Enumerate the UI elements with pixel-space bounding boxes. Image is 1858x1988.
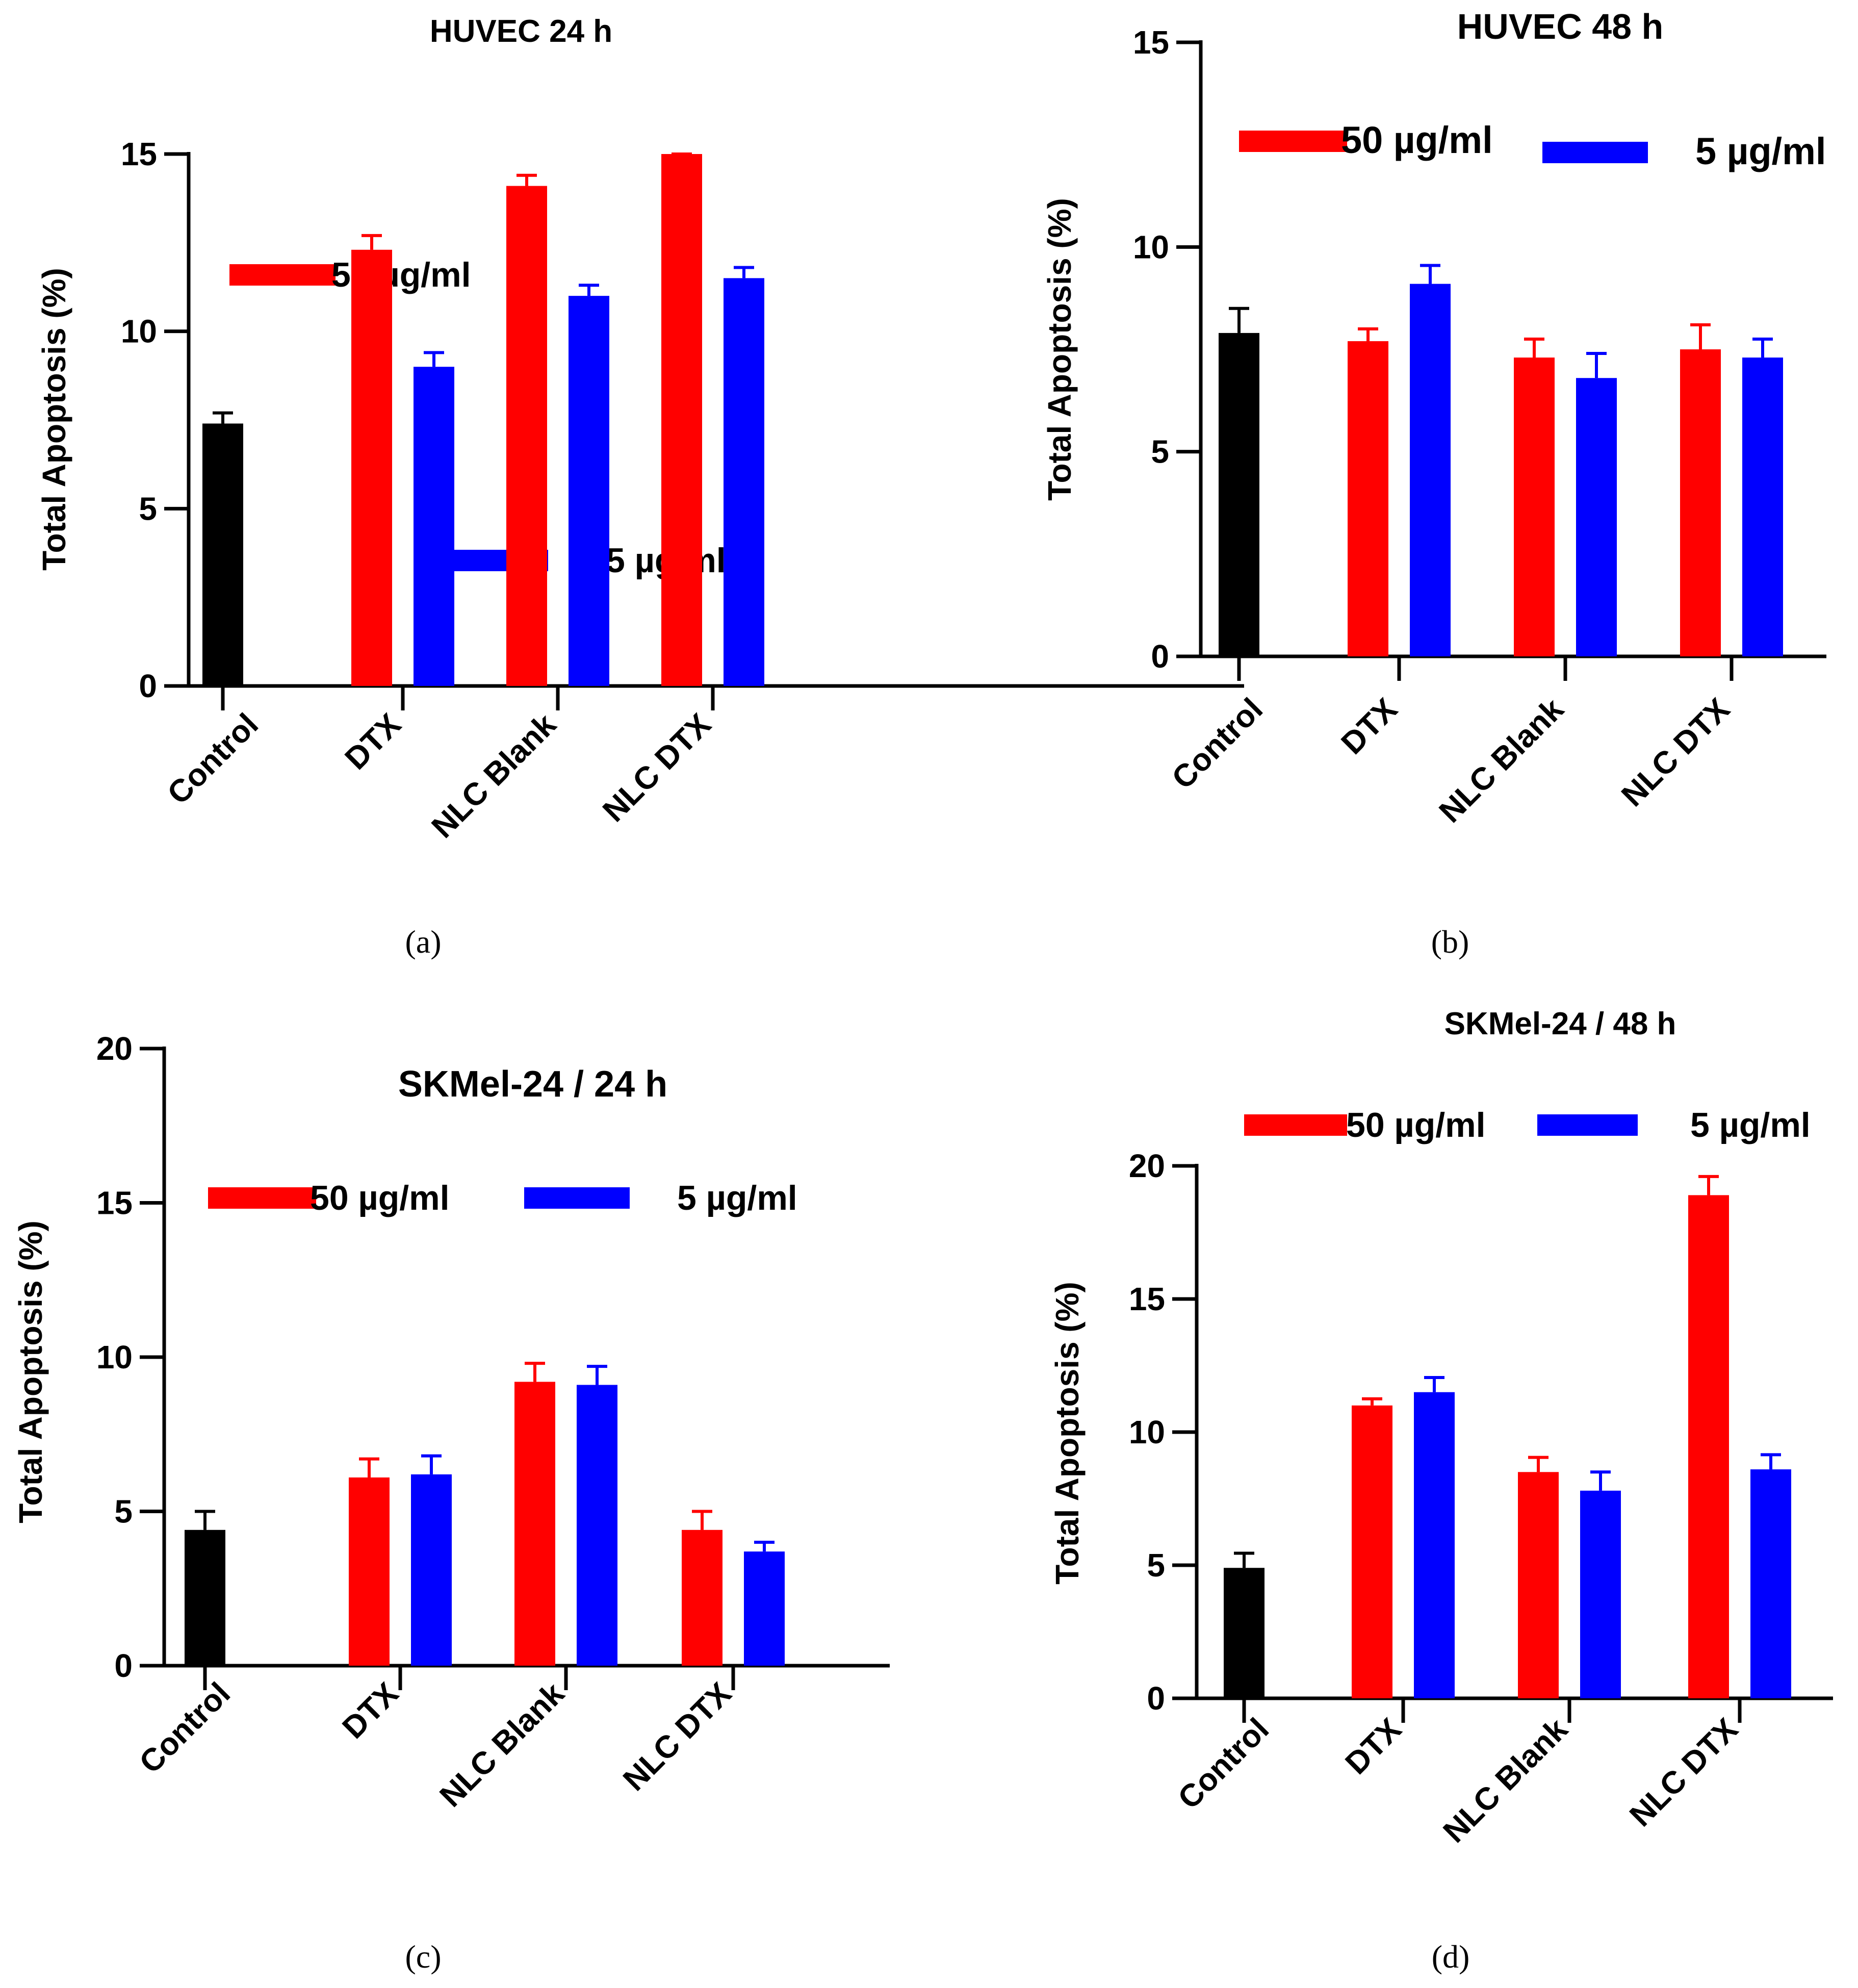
- bar-50-3: [1688, 1195, 1729, 1698]
- y-axis-label: Total Apoptosis (%): [36, 268, 72, 571]
- bar-control: [1219, 333, 1259, 656]
- legend-label-50: 50 µg/ml: [1346, 1106, 1486, 1144]
- x-tick-label: NLC DTX: [616, 1676, 738, 1798]
- y-tick-label: 10: [96, 1339, 133, 1375]
- bar-5-3: [724, 278, 764, 686]
- y-tick-label: 20: [1129, 1148, 1165, 1184]
- bar-50-3: [1680, 349, 1721, 656]
- y-tick-label: 5: [1147, 1547, 1165, 1584]
- y-tick-label: 0: [1147, 1680, 1165, 1717]
- x-tick-label: NLC DTX: [1623, 1712, 1745, 1833]
- x-tick-label: DTX: [338, 707, 407, 776]
- bar-5-2: [1580, 1490, 1621, 1698]
- x-tick-label: Control: [1165, 692, 1270, 796]
- legend-label-5: 5 µg/ml: [1695, 130, 1826, 172]
- chart-title: HUVEC 48 h: [1457, 7, 1664, 46]
- bar-50-3: [682, 1530, 722, 1666]
- legend-swatch-50: [1244, 1114, 1347, 1136]
- panel-caption: (b): [1431, 924, 1469, 960]
- bar-5-2: [569, 296, 609, 686]
- x-tick-label: DTX: [1338, 1712, 1408, 1781]
- y-tick-label: 5: [114, 1493, 133, 1530]
- legend-swatch-5: [1537, 1114, 1638, 1136]
- legend-label-5: 5 µg/ml: [1690, 1106, 1811, 1144]
- x-tick-label: DTX: [1334, 692, 1404, 761]
- legend-label-50: 50 µg/ml: [310, 1179, 450, 1217]
- panel-caption: (c): [405, 1939, 441, 1975]
- y-tick-label: 10: [1129, 1414, 1165, 1450]
- bar-5-1: [411, 1474, 452, 1666]
- y-tick-label: 0: [114, 1647, 133, 1684]
- x-tick-label: Control: [161, 707, 265, 811]
- x-tick-label: NLC Blank: [425, 707, 563, 845]
- legend-label-50: 50 µg/ml: [1341, 119, 1493, 161]
- bar-control: [185, 1530, 225, 1666]
- bar-50-1: [351, 249, 392, 686]
- panel-caption: (d): [1432, 1939, 1470, 1975]
- legend-swatch-50: [208, 1187, 316, 1209]
- panel-b-chart: HUVEC 48 h 50 µg/ml 5 µg/ml Total Apoptosis…: [1041, 7, 1826, 960]
- x-tick-label: Control: [133, 1676, 237, 1780]
- bar-5-3: [1750, 1469, 1791, 1698]
- y-tick-label: 15: [1129, 1281, 1165, 1317]
- bar-50-2: [1518, 1472, 1559, 1698]
- bar-5-2: [577, 1385, 617, 1666]
- legend-swatch-5: [1542, 142, 1648, 163]
- bar-50-2: [1514, 358, 1555, 656]
- x-tick-label: NLC Blank: [1436, 1712, 1575, 1850]
- bar-50-2: [514, 1382, 555, 1666]
- bar-5-3: [744, 1551, 785, 1666]
- legend-label-5: 5 µg/ml: [677, 1179, 797, 1217]
- bar-5-1: [1414, 1392, 1455, 1698]
- x-tick-label: NLC Blank: [1432, 692, 1570, 830]
- y-tick-label: 0: [139, 668, 157, 704]
- bar-control: [202, 423, 243, 686]
- legend-swatch-5: [524, 1187, 630, 1209]
- bar-5-1: [414, 367, 454, 686]
- y-tick-label: 20: [96, 1030, 133, 1067]
- x-tick-label: DTX: [336, 1676, 405, 1745]
- y-axis-label: Total Apoptosis (%): [1049, 1282, 1086, 1585]
- y-tick-label: 15: [121, 136, 157, 172]
- bar-50-1: [1352, 1405, 1392, 1698]
- panel-caption: (a): [405, 924, 441, 960]
- x-tick-label: Control: [1171, 1712, 1276, 1816]
- x-tick-label: NLC Blank: [433, 1676, 571, 1814]
- y-tick-label: 15: [1133, 24, 1169, 61]
- y-tick-label: 10: [1133, 228, 1169, 265]
- bar-50-1: [349, 1477, 390, 1666]
- panel-d-chart: SKMel-24 / 48 h 50 µg/ml 5 µg/ml Total Apop…: [1049, 1006, 1833, 1975]
- bar-5-3: [1742, 358, 1783, 656]
- chart-title: HUVEC 24 h: [430, 14, 612, 49]
- x-tick-label: NLC DTX: [596, 707, 718, 829]
- bar-50-2: [506, 186, 547, 686]
- legend-swatch-50: [1239, 131, 1347, 152]
- panel-c-chart: SKMel-24 / 24 h 50 µg/ml 5 µg/ml Total Apop…: [12, 1030, 890, 1975]
- x-tick-label: NLC DTX: [1615, 692, 1737, 813]
- y-tick-label: 10: [121, 313, 157, 350]
- chart-title: SKMel-24 / 48 h: [1444, 1006, 1676, 1041]
- y-tick-label: 0: [1151, 638, 1169, 675]
- bar-control: [1224, 1568, 1265, 1698]
- bar-5-2: [1576, 378, 1617, 656]
- y-tick-label: 5: [1151, 434, 1169, 470]
- chart-title: SKMel-24 / 24 h: [398, 1064, 667, 1105]
- bar-5-1: [1410, 284, 1451, 656]
- legend-swatch-50: [229, 264, 336, 286]
- bar-50-1: [1348, 341, 1388, 656]
- y-axis-label: Total Apoptosis (%): [12, 1220, 49, 1523]
- y-axis-label: Total Apoptosis (%): [1041, 198, 1078, 501]
- bar-50-3: [661, 154, 702, 686]
- y-tick-label: 5: [139, 490, 157, 527]
- y-tick-label: 15: [96, 1185, 133, 1221]
